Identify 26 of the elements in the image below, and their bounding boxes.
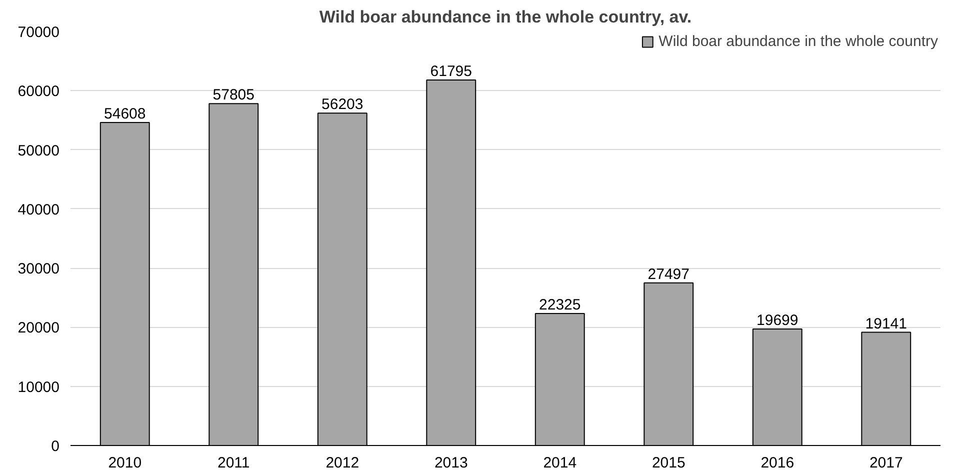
x-tick-label: 2013 — [434, 454, 468, 472]
x-tick-label: 2012 — [326, 454, 360, 472]
y-tick-label: 10000 — [18, 378, 60, 396]
data-label: 56203 — [322, 96, 364, 114]
y-tick-label: 60000 — [18, 83, 60, 100]
y-tick-label: 20000 — [18, 320, 60, 337]
x-tick-label: 2015 — [652, 454, 686, 472]
x-tick-label: 2014 — [543, 454, 577, 472]
data-label: 27497 — [648, 266, 690, 283]
x-tick-label: 2017 — [869, 454, 903, 472]
y-tick-label: 40000 — [18, 201, 60, 218]
data-label: 19141 — [865, 315, 907, 332]
y-tick-label: 50000 — [18, 142, 60, 160]
data-label: 57805 — [212, 86, 254, 104]
data-label: 54608 — [104, 106, 146, 123]
y-tick-label: 0 — [51, 438, 60, 455]
x-tick-label: 2016 — [760, 454, 794, 472]
x-tick-label: 2010 — [108, 454, 142, 472]
y-tick-label: 30000 — [18, 260, 60, 278]
chart-title: Wild boar abundance in the whole country, av. — [319, 8, 692, 26]
data-label: 19699 — [756, 312, 798, 329]
y-tick-label: 70000 — [18, 24, 60, 41]
data-label: 22325 — [539, 296, 581, 314]
data-label: 61795 — [430, 63, 472, 80]
x-tick-label: 2011 — [217, 454, 250, 472]
legend-label: Wild boar abundance in the whole country — [658, 33, 938, 50]
